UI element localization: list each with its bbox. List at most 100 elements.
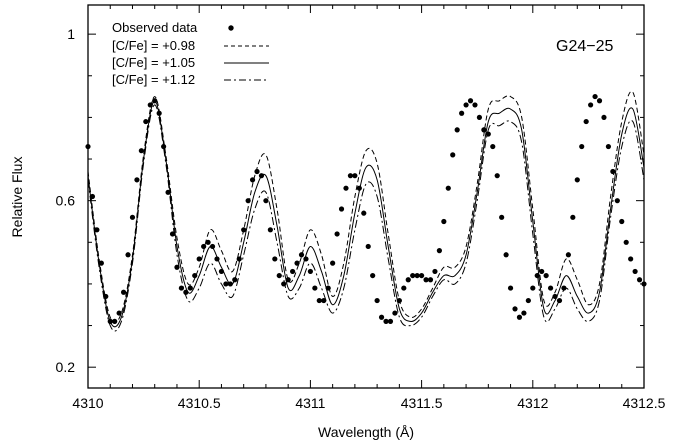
- observed-data-point: [436, 248, 442, 254]
- observed-data-point: [459, 110, 465, 116]
- observed-data-point: [285, 277, 291, 283]
- observed-data-point: [312, 285, 318, 291]
- observed-data-point: [227, 281, 233, 287]
- observed-data-point: [588, 102, 594, 108]
- observed-data-point: [205, 239, 211, 245]
- observed-data-point: [610, 168, 616, 175]
- observed-data-point: [521, 310, 527, 316]
- observed-data-point: [214, 256, 220, 262]
- observed-data-point: [201, 243, 207, 250]
- observed-data-point: [472, 102, 478, 108]
- observed-data-point: [503, 252, 509, 258]
- observed-data-point: [605, 143, 612, 150]
- observed-data-point: [396, 297, 402, 304]
- observed-data-point: [103, 293, 109, 300]
- observed-data-point: [592, 93, 598, 100]
- observed-data-point: [374, 297, 380, 304]
- axis-ticks: 4310 4310.5 4311 4311.5 4312 4312.5 0.2 0.6 1: [56, 5, 666, 411]
- observed-data-point: [525, 297, 531, 304]
- observed-data-point: [614, 198, 620, 204]
- observed-data-point: [392, 310, 398, 316]
- observed-data-point: [209, 243, 216, 250]
- observed-data-point: [218, 268, 225, 275]
- observed-data-point: [196, 256, 202, 262]
- observed-data-point: [534, 272, 540, 279]
- observed-data-point: [463, 102, 469, 108]
- observed-data-point: [120, 289, 127, 295]
- legend: Observed data [C/Fe] = +0.98 [C/Fe] = +1…: [112, 20, 269, 87]
- observed-data-point: [272, 256, 278, 262]
- observed-data-point: [325, 285, 331, 291]
- observed-data-point: [330, 260, 336, 266]
- observed-data-point: [414, 272, 420, 279]
- observed-data-point: [138, 148, 144, 154]
- observed-data-point: [352, 173, 358, 179]
- observed-data-point: [263, 198, 269, 204]
- x-tick-label: 4310.5: [178, 395, 221, 411]
- legend-label-cfe-098: [C/Fe] = +0.98: [112, 38, 195, 53]
- observed-data-point: [370, 272, 376, 279]
- observed-data-point: [94, 227, 100, 233]
- observed-data-point: [516, 314, 523, 320]
- observed-data-point: [125, 252, 131, 258]
- observed-data-point: [316, 297, 322, 304]
- observed-data-point: [192, 272, 198, 279]
- observed-data-point: [347, 173, 354, 179]
- y-axis-label: Relative Flux: [9, 157, 25, 238]
- observed-data-point: [249, 177, 256, 183]
- observed-data-point: [387, 318, 394, 324]
- legend-label-observed: Observed data: [112, 20, 198, 35]
- observed-data-point: [258, 173, 265, 179]
- observed-data-point: [343, 185, 349, 191]
- observed-data-point: [636, 277, 643, 283]
- legend-marker-observed: [228, 25, 234, 31]
- observed-data-point: [401, 285, 407, 291]
- observed-data-point: [98, 260, 104, 266]
- observed-data-point: [561, 285, 567, 291]
- observed-data-point: [596, 98, 603, 104]
- observed-data-point: [321, 297, 327, 304]
- observed-data-point: [294, 260, 300, 266]
- observed-data-point: [245, 198, 251, 204]
- observed-data-point: [628, 256, 634, 262]
- observed-data-point: [547, 285, 554, 291]
- observed-data-point: [134, 177, 140, 183]
- observed-data-point: [112, 318, 118, 324]
- x-tick-label: 4310: [72, 395, 103, 411]
- observed-data-point: [267, 227, 273, 233]
- legend-label-cfe-112: [C/Fe] = +1.12: [112, 72, 195, 87]
- observed-data-point: [169, 231, 176, 237]
- observed-data-point: [476, 114, 483, 121]
- observed-data-point: [441, 218, 447, 225]
- observed-data-point: [165, 189, 171, 195]
- observed-data-point: [507, 285, 514, 291]
- observed-data-point: [499, 214, 505, 220]
- legend-label-cfe-105: [C/Fe] = +1.05: [112, 55, 195, 70]
- observed-data-point: [619, 218, 625, 225]
- observed-data-point: [467, 98, 474, 104]
- observed-data-point: [423, 277, 429, 283]
- observed-data-point: [178, 285, 185, 291]
- observed-data-point: [338, 206, 345, 212]
- observed-data-point: [174, 264, 180, 270]
- observed-data-point: [303, 256, 309, 262]
- observed-data-point: [147, 102, 153, 108]
- observed-data-point: [579, 143, 585, 150]
- y-tick-label: 0.6: [56, 193, 76, 209]
- observed-data-point: [383, 318, 389, 324]
- observed-data-point: [183, 289, 189, 295]
- observed-data-point: [405, 277, 411, 283]
- model-curve-cfe-112: [87, 104, 645, 332]
- observed-data-point: [89, 193, 96, 200]
- y-tick-label: 0.2: [56, 359, 76, 375]
- observed-data-point: [494, 173, 500, 179]
- observed-data-point: [601, 114, 607, 121]
- observed-data-point: [129, 214, 136, 220]
- observed-data-point: [485, 131, 491, 137]
- observed-data-point: [565, 252, 571, 258]
- plot-frame: [87, 4, 645, 389]
- observed-data-point: [570, 214, 576, 220]
- observed-data-point: [427, 277, 434, 283]
- observed-data-point: [552, 293, 558, 300]
- observed-data-point: [530, 285, 536, 291]
